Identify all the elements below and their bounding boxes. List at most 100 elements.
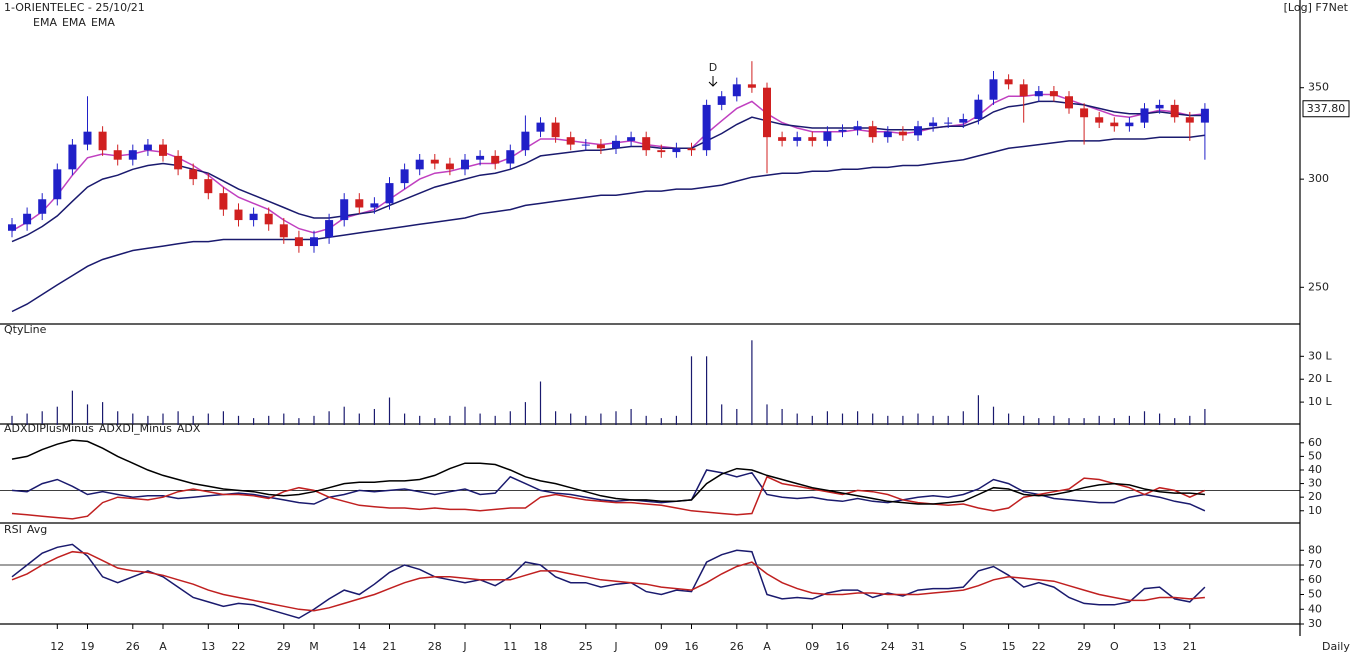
last-value-box — [1302, 100, 1350, 118]
candle-body — [581, 144, 590, 146]
y-tick-label: 20 L — [1308, 372, 1332, 385]
candle-body — [400, 169, 409, 184]
candle-body — [310, 237, 318, 247]
candle-body — [778, 137, 787, 141]
y-tick-label: 350 — [1308, 81, 1329, 94]
candle-body — [536, 122, 545, 132]
candle-body — [914, 126, 922, 136]
candle-body — [128, 150, 137, 160]
x-tick-label: 15 — [1002, 640, 1016, 653]
series-line — [11, 475, 1206, 520]
candle-body — [23, 213, 32, 225]
candle-body — [68, 144, 77, 170]
x-tick-label: J — [613, 640, 617, 653]
x-tick-label: 31 — [911, 640, 925, 653]
candle-body — [1034, 91, 1043, 97]
candle-body — [189, 169, 198, 180]
candle-body — [793, 137, 802, 141]
candle-body — [1019, 84, 1028, 97]
candle-body — [174, 155, 183, 170]
x-tick-label: J — [462, 640, 466, 653]
candle-body — [219, 193, 228, 210]
legend-entry: RSI — [4, 523, 22, 536]
x-tick-label: 09 — [805, 640, 819, 653]
x-tick-label: 21 — [1183, 640, 1197, 653]
legend-entry: ADXDIPlusMinus — [4, 422, 94, 435]
candle-body — [370, 203, 379, 208]
series-line — [11, 543, 1206, 619]
x-tick-label: 11 — [503, 640, 517, 653]
candle-body — [204, 179, 213, 194]
x-tick-label: 13 — [1153, 640, 1167, 653]
y-tick-label: 80 — [1308, 543, 1322, 556]
x-tick-label: 18 — [534, 640, 548, 653]
candle-body — [1170, 104, 1179, 118]
candle-body — [159, 144, 167, 156]
candle-body — [1080, 108, 1089, 118]
x-tick-label: 14 — [352, 640, 366, 653]
x-tick-label: 22 — [232, 640, 246, 653]
candle-body — [491, 155, 500, 164]
legend-entry: ADX — [177, 422, 201, 435]
candle-body — [732, 84, 741, 97]
annotation: D — [709, 61, 717, 74]
candle-body — [1110, 122, 1119, 127]
y-tick-label: 10 — [1308, 504, 1322, 517]
candle-body — [430, 159, 439, 164]
y-tick-label: 30 — [1308, 477, 1322, 490]
x-tick-label: 19 — [81, 640, 95, 653]
candle-body — [521, 131, 530, 151]
candle-body — [974, 99, 983, 120]
candle-body — [264, 213, 273, 225]
x-axis-label: Daily — [1322, 640, 1350, 653]
y-tick-label: 300 — [1308, 172, 1329, 185]
x-tick-label: 29 — [277, 640, 291, 653]
x-tick-label: 29 — [1077, 640, 1091, 653]
y-tick-label: 10 L — [1308, 395, 1332, 408]
x-tick-label: A — [159, 640, 167, 653]
x-tick-label: M — [309, 640, 319, 653]
series-line — [11, 93, 1205, 234]
candle-body — [642, 137, 651, 151]
candle-body — [506, 150, 515, 164]
candle-body — [612, 140, 620, 149]
x-tick-label: 21 — [383, 640, 397, 653]
candle-body — [38, 199, 47, 214]
chart-title: 1-ORIENTELEC - 25/10/21 — [4, 1, 145, 14]
candle-body — [747, 84, 756, 88]
x-tick-label: 22 — [1032, 640, 1046, 653]
x-tick-label: 13 — [201, 640, 215, 653]
candle-body — [1200, 108, 1209, 123]
legend-entry: EMA — [62, 16, 86, 29]
chart-subtitle: [Log] F7Net — [1284, 1, 1349, 14]
candle-body — [883, 131, 892, 138]
x-tick-label: 26 — [126, 640, 140, 653]
candle-body — [687, 148, 696, 151]
candle-body — [98, 131, 107, 151]
x-tick-label: S — [960, 640, 967, 653]
series-line — [11, 469, 1206, 512]
candle-body — [944, 122, 953, 124]
candle-body — [83, 131, 92, 145]
candle-body — [355, 199, 364, 208]
legend-entry: Avg — [27, 523, 47, 536]
y-tick-label: 50 — [1308, 588, 1322, 601]
y-tick-label: 70 — [1308, 558, 1322, 571]
candle-body — [1004, 79, 1013, 85]
candle-body — [702, 104, 711, 151]
series-line — [11, 100, 1205, 243]
candle-body — [1185, 117, 1194, 123]
x-tick-label: 16 — [685, 640, 699, 653]
candle-body — [596, 144, 605, 149]
candle-body — [234, 209, 243, 221]
x-tick-label: A — [763, 640, 771, 653]
panel-title: QtyLine — [4, 323, 47, 336]
y-tick-label: 40 — [1308, 463, 1322, 476]
candle-body — [898, 131, 907, 136]
candle-body — [1049, 91, 1058, 97]
candle-body — [959, 119, 968, 123]
annotation-arrow — [708, 76, 718, 87]
x-tick-label: 12 — [50, 640, 64, 653]
